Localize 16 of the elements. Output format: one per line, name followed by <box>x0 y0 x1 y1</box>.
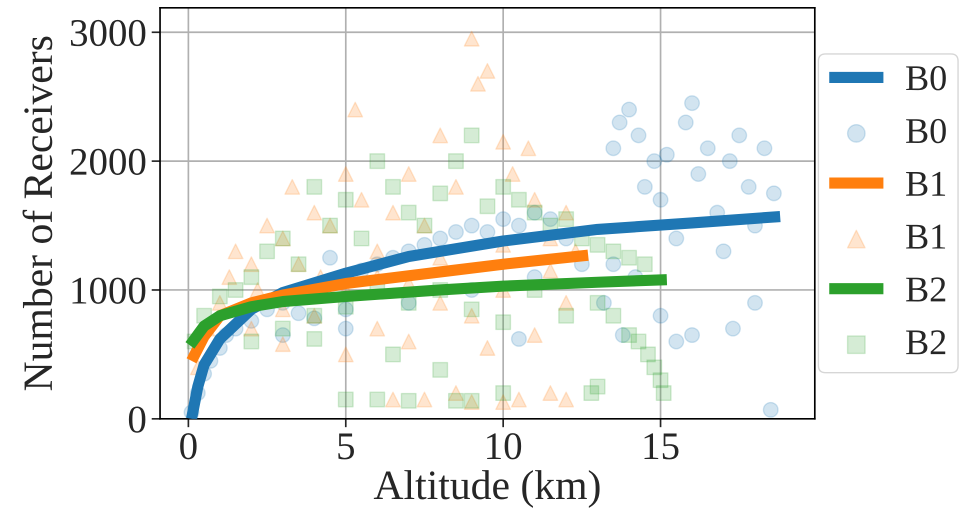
legend-label: B1 <box>906 172 946 196</box>
x-tick-label: 5 <box>338 434 354 460</box>
legend-label: B2 <box>906 277 946 302</box>
y-tick-label: 0 <box>128 406 146 433</box>
legend-label: B1 <box>906 224 946 249</box>
x-tick-label: 10 <box>487 433 522 460</box>
y-tick-label: 3000 <box>70 20 146 46</box>
legend-label: B0 <box>906 66 946 90</box>
x-axis-title: Altitude (km) <box>374 470 600 508</box>
x-tick-label: 0 <box>180 433 197 460</box>
y-tick-label: 1000 <box>72 278 146 304</box>
legend-label: B0 <box>906 118 946 144</box>
y-axis-title: Number of Receivers <box>22 36 52 390</box>
legend-label: B2 <box>906 330 946 354</box>
x-tick-label: 15 <box>644 433 678 460</box>
y-tick-label: 2000 <box>70 148 146 175</box>
